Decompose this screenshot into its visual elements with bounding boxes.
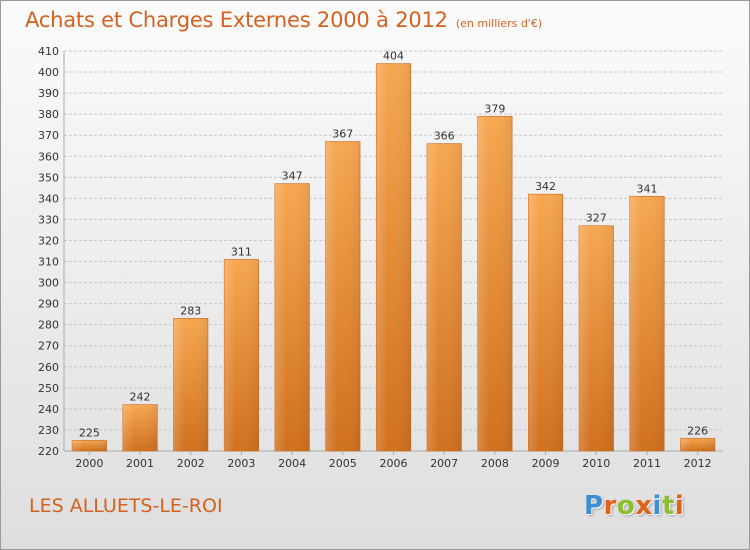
x-tick-label-2008: 2008 [481, 457, 509, 470]
data-label-2003: 311 [231, 245, 252, 258]
y-tick-label: 380 [38, 108, 59, 121]
bar-sheen-2009 [528, 194, 563, 451]
bars [71, 63, 716, 452]
y-tick-label: 220 [38, 445, 59, 458]
y-tick-label: 330 [38, 213, 59, 226]
bar-sheen-2010 [579, 225, 614, 451]
bar-sheen-2007 [426, 143, 462, 451]
y-tick-label: 410 [38, 45, 59, 58]
logo-letter: x [635, 491, 653, 521]
bar-sheen-2001 [122, 404, 158, 451]
logo-letter: r [603, 491, 617, 521]
proxiti-logo: Proxiti [584, 491, 684, 521]
x-axis-ticks: 2000 2001 2002 2003 2004 2005 2006 2007 2008 2009… [75, 451, 712, 470]
data-label-2004: 347 [282, 170, 303, 183]
y-tick-label: 400 [38, 66, 59, 79]
y-tick-label: 290 [38, 298, 59, 311]
y-tick-label: 300 [38, 277, 59, 290]
x-tick-label-2009: 2009 [532, 457, 560, 470]
y-tick-label: 270 [38, 340, 59, 353]
y-tick-label: 360 [38, 150, 59, 163]
title-text: Achats et Charges Externes 2000 à 2012 [25, 8, 448, 32]
data-label-2011: 341 [636, 182, 657, 195]
x-tick-label-2005: 2005 [329, 457, 357, 470]
y-tick-label: 310 [38, 256, 59, 269]
data-label-2010: 327 [586, 212, 607, 225]
data-label-2001: 242 [130, 391, 151, 404]
logo-letter: i [652, 491, 662, 521]
x-tick-label-2000: 2000 [75, 457, 103, 470]
data-label-2000: 225 [79, 426, 100, 439]
y-tick-label: 280 [38, 319, 59, 332]
x-tick-label-2002: 2002 [177, 457, 205, 470]
bar-sheen-2000 [72, 440, 107, 451]
data-label-2006: 404 [383, 50, 404, 63]
logo-letter: t [661, 491, 675, 521]
commune-name: LES ALLUETS-LE-ROI [29, 495, 223, 517]
data-label-2002: 283 [180, 304, 201, 317]
bar-sheen-2008 [477, 116, 513, 452]
chart-title: Achats et Charges Externes 2000 à 2012 (e… [25, 8, 542, 32]
x-tick-label-2004: 2004 [278, 457, 306, 470]
data-label-2007: 366 [434, 130, 455, 143]
y-tick-label: 230 [38, 424, 59, 437]
x-tick-label-2006: 2006 [380, 457, 408, 470]
data-label-2009: 342 [535, 180, 556, 193]
bar-sheen-2004 [274, 183, 310, 451]
x-tick-label-2007: 2007 [430, 457, 458, 470]
data-label-2005: 367 [332, 128, 353, 141]
y-axis-ticks: 220 230 240 250 260 270 280 290 300 310 320 330 340 3… [38, 45, 59, 458]
bar-sheen-2003 [224, 259, 259, 451]
x-tick-label-2001: 2001 [126, 457, 154, 470]
logo-letter: i [674, 491, 685, 521]
x-tick-label-2010: 2010 [582, 457, 610, 470]
logo-letter: o [616, 491, 636, 521]
y-tick-label: 250 [38, 382, 59, 395]
bar-sheen-2006 [376, 63, 411, 451]
data-labels: 225 242 283 311 347 367 404 366 379 342 327 341 226 [79, 50, 708, 440]
chart-subtitle: (en milliers d'€) [455, 17, 543, 30]
bar-sheen-2012 [680, 438, 715, 451]
y-tick-label: 390 [38, 87, 59, 100]
x-tick-label-2012: 2012 [684, 457, 712, 470]
y-tick-label: 320 [38, 234, 59, 247]
y-tick-label: 260 [38, 361, 59, 374]
y-tick-label: 340 [38, 192, 59, 205]
y-tick-label: 370 [38, 129, 59, 142]
x-tick-label-2003: 2003 [227, 457, 255, 470]
bar-sheen-2011 [629, 196, 665, 451]
y-tick-label: 350 [38, 171, 59, 184]
bar-sheen-2005 [325, 141, 361, 452]
data-label-2012: 226 [687, 424, 708, 437]
y-tick-label: 240 [38, 403, 59, 416]
logo-letter: P [584, 491, 604, 521]
bar-sheen-2002 [173, 318, 208, 451]
data-label-2008: 379 [484, 102, 505, 115]
x-tick-label-2011: 2011 [633, 457, 661, 470]
